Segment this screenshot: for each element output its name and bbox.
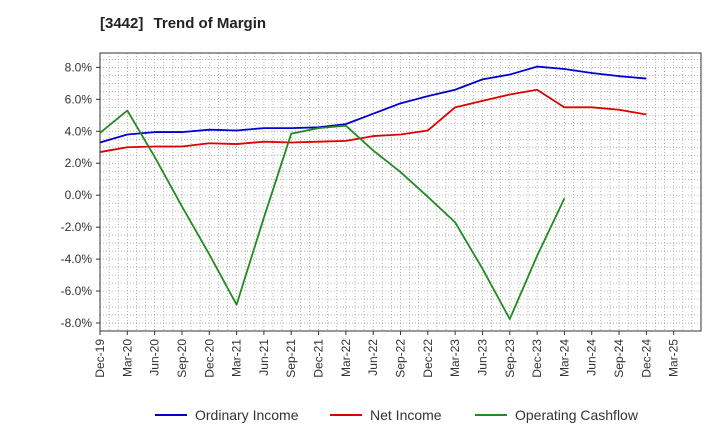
y-tick-label: 4.0% (65, 124, 93, 138)
chart-title-text: Trend of Margin (153, 15, 267, 32)
x-tick-label: Dec-20 (202, 339, 216, 378)
x-tick-label: Sep-21 (284, 339, 298, 378)
x-tick-label: Sep-20 (175, 339, 189, 378)
x-tick-label: Jun-23 (475, 339, 489, 376)
x-tick-label: Jun-20 (148, 339, 162, 376)
x-tick-label: Mar-22 (339, 339, 353, 377)
x-tick-label: Dec-24 (639, 339, 653, 378)
x-tick-label: Dec-19 (93, 339, 107, 378)
y-tick-label: -4.0% (61, 252, 93, 266)
chart-title: [3442] Trend of Margin (100, 15, 272, 32)
x-tick-label: Dec-23 (530, 339, 544, 378)
x-tick-label: Dec-21 (312, 339, 326, 378)
y-tick-label: -6.0% (61, 284, 93, 298)
x-tick-label: Mar-23 (448, 339, 462, 377)
x-tick-label: Mar-25 (667, 339, 681, 377)
x-tick-label: Mar-20 (120, 339, 134, 377)
series-line-operating-cashflow (99, 109, 566, 320)
x-tick-label: Mar-21 (230, 339, 244, 377)
x-tick-label: Jun-22 (366, 339, 380, 376)
legend-label: Ordinary Income (195, 407, 299, 423)
y-tick-label: 2.0% (65, 156, 93, 170)
chart-title-code: [3442] (100, 15, 144, 32)
legend-label: Operating Cashflow (515, 407, 639, 423)
legend-label: Net Income (370, 407, 442, 423)
x-tick-label: Sep-24 (612, 339, 626, 378)
y-tick-label: -2.0% (61, 220, 93, 234)
y-tick-label: 8.0% (65, 60, 93, 74)
x-tick-label: Sep-23 (503, 339, 517, 378)
series-line-net-income (99, 88, 647, 153)
y-tick-label: 6.0% (65, 92, 93, 106)
x-tick-label: Jun-21 (257, 339, 271, 376)
x-tick-label: Jun-24 (585, 339, 599, 376)
y-tick-label: 0.0% (65, 188, 93, 202)
y-tick-label: -8.0% (61, 316, 93, 330)
x-tick-label: Dec-22 (421, 339, 435, 378)
series-line-ordinary-income (99, 65, 647, 144)
x-tick-label: Sep-22 (394, 339, 408, 378)
x-tick-label: Mar-24 (557, 339, 571, 377)
